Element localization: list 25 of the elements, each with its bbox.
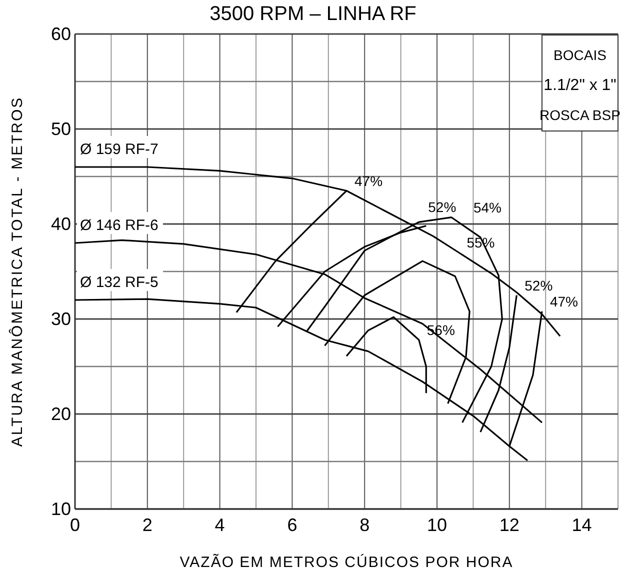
y-tick-label: 50 [50,119,71,139]
y-tick-label: 60 [50,24,71,44]
annotation: 54% [473,199,502,216]
annotation: 1.1/2" x 1" [544,77,616,94]
annotation: 52% [524,277,553,294]
x-tick-label: 14 [572,515,592,535]
x-tick-label: 10 [426,515,448,535]
x-tick-label: 0 [70,515,80,535]
series-label: Ø 146 RF-6 [80,217,158,234]
x-tick-label: 6 [287,515,298,535]
chart-title: 3500 RPM – LINHA RF [210,3,416,25]
y-tick-label: 20 [50,404,71,424]
x-tick-label: 2 [142,515,152,535]
y-tick-label: 40 [50,214,71,234]
annotation: 47% [550,293,578,310]
annotation: BOCAIS [554,47,606,63]
x-tick-label: 12 [499,515,520,535]
x-axis-title: VAZÃO EM METROS CÚBICOS POR HORA [180,553,514,571]
x-tick-label: 8 [360,515,370,535]
y-tick-label: 10 [50,499,71,519]
y-axis-title: ALTURA MANÔMETRICA TOTAL - METROS [8,96,26,447]
series-label: Ø 132 RF-5 [80,274,158,291]
series-label: Ø 159 RF-7 [80,141,158,158]
y-tick-label: 30 [50,309,71,329]
x-tick-label: 4 [214,515,225,535]
